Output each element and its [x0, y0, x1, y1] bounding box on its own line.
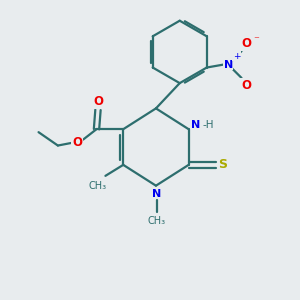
Text: -H: -H — [202, 120, 214, 130]
Text: CH₃: CH₃ — [148, 216, 166, 226]
Text: ⁻: ⁻ — [253, 35, 259, 45]
Text: O: O — [241, 37, 251, 50]
Text: N: N — [224, 59, 233, 70]
Text: O: O — [72, 136, 82, 149]
Text: +: + — [233, 52, 240, 61]
Text: N: N — [191, 120, 201, 130]
Text: CH₃: CH₃ — [89, 181, 107, 191]
Text: N: N — [152, 189, 161, 199]
Text: O: O — [241, 79, 251, 92]
Text: O: O — [93, 95, 103, 108]
Text: S: S — [218, 158, 227, 171]
